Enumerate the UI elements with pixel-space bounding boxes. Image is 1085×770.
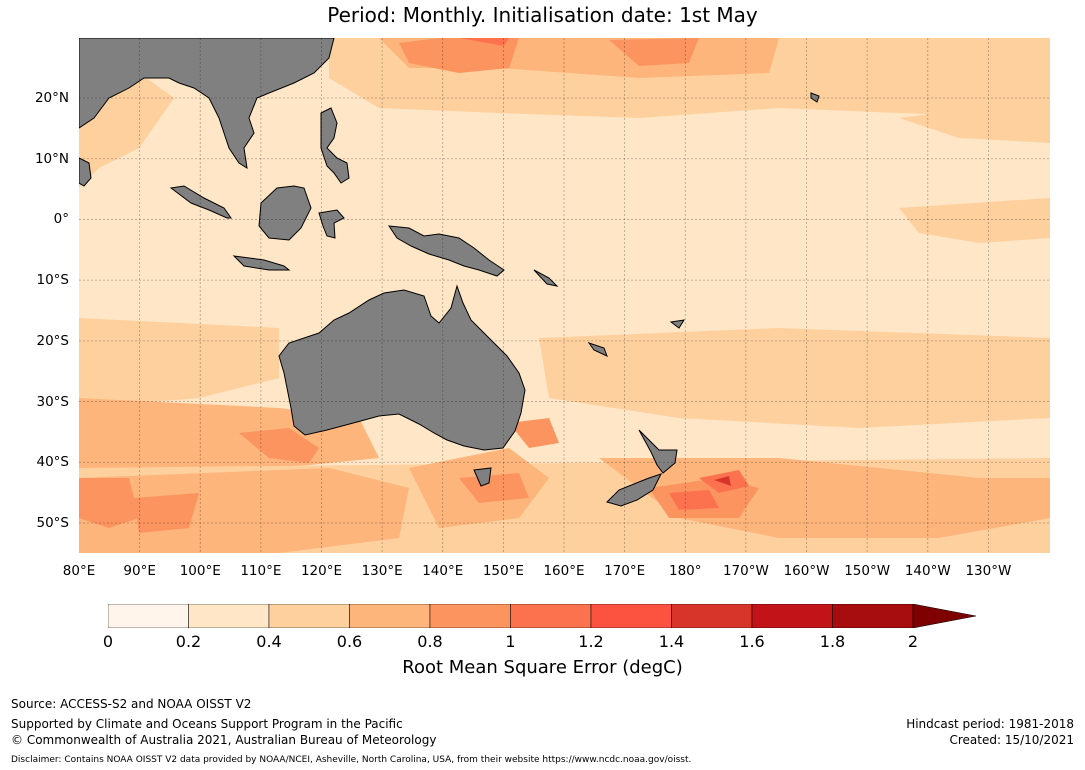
error-patch <box>459 38 509 46</box>
error-patch <box>539 328 1050 428</box>
land-india <box>79 157 92 187</box>
longitude-label: 150°E <box>482 563 524 579</box>
error-patch <box>79 318 279 408</box>
colorbar-segment <box>188 603 270 629</box>
longitude-label: 160°E <box>543 563 585 579</box>
error-patch <box>134 493 199 533</box>
created-text: Created: 15/10/2021 <box>949 733 1074 747</box>
land-asia <box>79 38 335 169</box>
error-patch <box>714 476 731 486</box>
longitude-label: 130°E <box>361 563 403 579</box>
hindcast-text: Hindcast period: 1981-2018 <box>906 717 1074 731</box>
land-nz-south <box>606 473 662 507</box>
support-text: Supported by Climate and Oceans Support … <box>11 717 403 731</box>
longitude-label: 160°W <box>783 563 830 579</box>
error-patch <box>79 468 409 553</box>
longitude-label: 150°W <box>844 563 891 579</box>
copyright-text: © Commonwealth of Australia 2021, Austra… <box>11 733 437 747</box>
land-java <box>232 255 291 271</box>
longitude-label: 170°W <box>722 563 769 579</box>
colorbar-svg <box>107 603 977 629</box>
land-australia <box>278 284 526 451</box>
colorbar-tick-label: 0.4 <box>256 632 282 651</box>
error-patch <box>509 418 559 448</box>
error-field-patches <box>79 38 1050 553</box>
colorbar-segment <box>590 603 672 629</box>
latitude-label: 10°S <box>36 272 70 289</box>
land-island <box>810 92 820 103</box>
source-text: Source: ACCESS-S2 and NOAA OISST V2 <box>11 697 252 711</box>
colorbar-tick-label: 0.8 <box>417 632 443 651</box>
colorbar-tick-label: 1.6 <box>739 632 765 651</box>
error-patch <box>79 478 139 528</box>
longitude-label: 110°E <box>240 563 282 579</box>
land-philippines <box>320 107 350 184</box>
colorbar <box>107 603 978 629</box>
land-island <box>669 319 686 329</box>
colorbar-tick-label: 1.2 <box>578 632 604 651</box>
longitude-label: 100°E <box>179 563 221 579</box>
rmse-map <box>79 38 1050 553</box>
colorbar-tick-label: 1.8 <box>819 632 846 651</box>
colorbar-tick-label: 0 <box>102 632 114 651</box>
latitude-label: 10°N <box>34 150 69 167</box>
land-new-guinea <box>387 225 505 277</box>
colorbar-extend-arrow <box>912 603 977 629</box>
map-title: Period: Monthly. Initialisation date: 1s… <box>327 3 758 27</box>
colorbar-tick-label: 1.4 <box>658 632 685 651</box>
longitude-label: 130°W <box>965 563 1012 579</box>
map-panel <box>79 38 1050 553</box>
colorbar-tick-label: 2 <box>907 632 919 651</box>
longitude-label: 140°E <box>422 563 464 579</box>
latitude-label: 20°N <box>34 90 69 106</box>
land-masses <box>79 38 820 507</box>
latitude-label: 0° <box>53 211 69 228</box>
longitude-label: 80°E <box>62 563 96 579</box>
colorbar-label: Root Mean Square Error (degC) <box>402 657 683 678</box>
longitude-label: 140°W <box>904 563 951 579</box>
land-sulawesi <box>318 209 345 239</box>
error-patch <box>669 490 719 510</box>
longitude-label: 90°E <box>123 563 156 579</box>
error-patch <box>459 473 529 503</box>
latitude-label: 40°S <box>36 454 70 471</box>
colorbar-segment <box>832 603 914 629</box>
colorbar-segment <box>349 603 431 629</box>
longitude-label: 170°E <box>604 563 646 579</box>
latitude-label: 20°S <box>36 332 70 349</box>
error-patch <box>899 98 1050 143</box>
error-patch <box>399 38 519 73</box>
colorbar-tick-label: 0.2 <box>175 632 202 651</box>
disclaimer-text: Disclaimer: Contains NOAA OISST V2 data … <box>11 755 692 765</box>
colorbar-segment <box>107 603 189 629</box>
colorbar-tick-label: 0.6 <box>336 632 363 651</box>
land-sumatra <box>169 185 232 219</box>
colorbar-segment <box>510 603 592 629</box>
colorbar-segment <box>429 603 511 629</box>
latitude-label: 50°S <box>36 515 70 531</box>
land-borneo <box>258 185 312 241</box>
error-patch <box>899 198 1050 243</box>
land-tasmania <box>473 467 492 487</box>
land-island <box>533 269 559 287</box>
colorbar-tick-label: 1 <box>505 632 516 651</box>
longitude-label: 120°E <box>300 563 343 579</box>
longitude-label: 180° <box>668 563 702 579</box>
colorbar-segment <box>268 603 350 629</box>
colorbar-segment <box>671 603 753 629</box>
land-nz-north <box>638 429 678 474</box>
error-patch <box>239 428 319 463</box>
land-island <box>587 342 608 357</box>
error-patch <box>609 38 699 66</box>
latitude-label: 30°S <box>36 393 70 410</box>
graticule <box>79 38 1050 553</box>
colorbar-segment <box>751 603 833 629</box>
